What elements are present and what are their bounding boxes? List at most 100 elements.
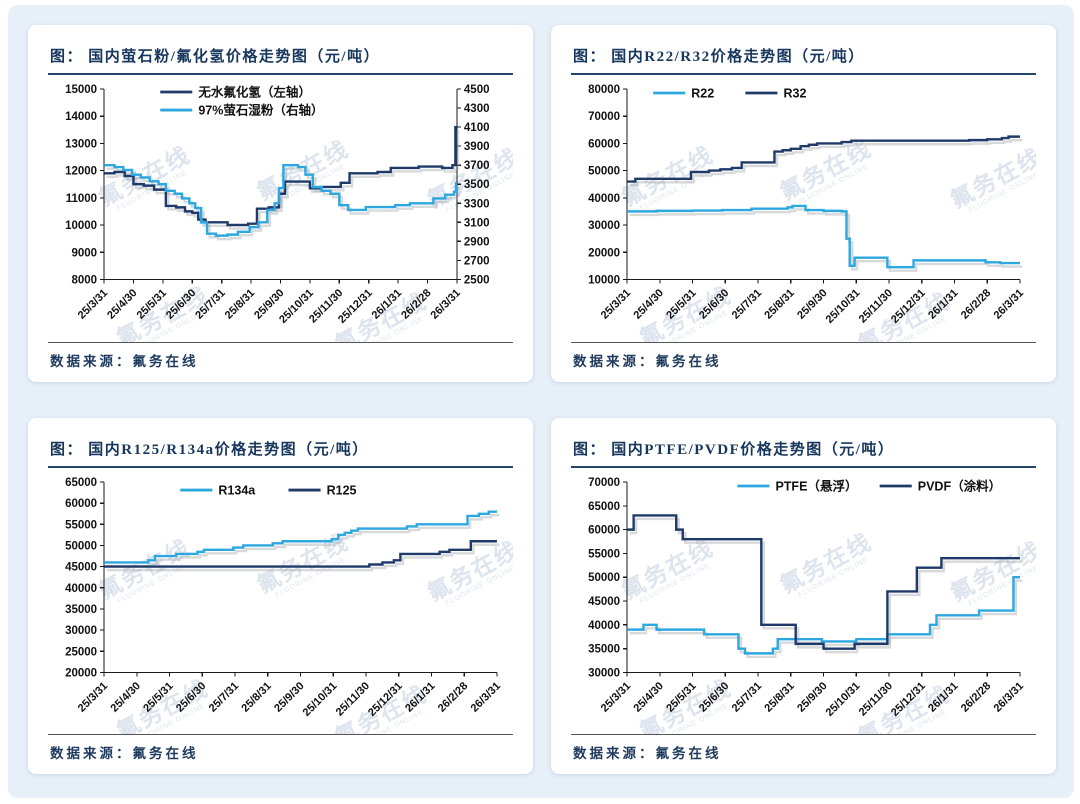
chart-grid: 图： 国内萤石粉/氟化氢价格走势图（元/吨） 氟务在线 FLUORINE ONLI… (28, 25, 1056, 775)
svg-text:26/2/28: 26/2/28 (959, 680, 993, 714)
chart-title: 图： 国内R22/R32价格走势图（元/吨） (571, 37, 1036, 75)
chart-title: 图： 国内PTFE/PVDF价格走势图（元/吨） (571, 430, 1036, 468)
svg-text:30000: 30000 (588, 667, 620, 679)
svg-text:45000: 45000 (65, 561, 97, 573)
chart-title-text: 图： 国内PTFE/PVDF价格走势图（元/吨） (573, 441, 895, 458)
svg-text:3300: 3300 (464, 198, 490, 210)
svg-text:60000: 60000 (65, 498, 97, 510)
svg-text:55000: 55000 (588, 548, 620, 560)
chart-title-text: 图： 国内萤石粉/氟化氢价格走势图（元/吨） (50, 49, 381, 65)
line-chart-fluorite-hf: 氟务在线 FLUORINE ONLINE 氟务在线 FLUORINE ONLINE 氟务… (48, 79, 513, 342)
series-shadow (629, 138, 1023, 187)
svg-text:50000: 50000 (588, 572, 620, 584)
chart-title-text: 图： 国内R22/R32价格走势图（元/吨） (573, 49, 865, 65)
svg-text:70000: 70000 (588, 477, 620, 489)
line-chart-r125-r134a: 氟务在线 FLUORINE ONLINE 氟务在线 FLUORINE ONLINE 氟务… (48, 472, 513, 735)
series-line (104, 163, 458, 237)
svg-text:40000: 40000 (588, 619, 620, 631)
svg-text:35000: 35000 (588, 643, 620, 655)
series-line (104, 510, 497, 564)
chart-title: 图： 国内萤石粉/氟化氢价格走势图（元/吨） (48, 37, 513, 75)
data-source-label: 数据来源：氟务在线 (50, 353, 199, 369)
svg-text:20000: 20000 (65, 667, 97, 679)
svg-text:25/3/31: 25/3/31 (76, 680, 110, 714)
data-source-row: 数据来源：氟务在线 (571, 341, 1036, 372)
legend-label: R125 (327, 483, 357, 497)
series-shadow (629, 517, 1023, 653)
svg-text:25/10/31: 25/10/31 (301, 680, 340, 719)
svg-text:70000: 70000 (588, 111, 620, 123)
svg-text:65000: 65000 (588, 500, 620, 512)
data-source-label: 数据来源：氟务在线 (50, 746, 199, 762)
svg-text:9000: 9000 (71, 247, 97, 259)
svg-text:26/3/31: 26/3/31 (992, 287, 1026, 321)
svg-text:2500: 2500 (464, 274, 490, 286)
svg-text:25/8/31: 25/8/31 (223, 287, 257, 321)
svg-text:25/3/31: 25/3/31 (599, 287, 633, 321)
series-shadow (106, 513, 500, 567)
card-r125-r134a: 图： 国内R125/R134a价格走势图（元/吨） 氟务在线 FLUORINE O… (28, 417, 533, 775)
svg-text:25/8/31: 25/8/31 (239, 680, 273, 714)
svg-text:50000: 50000 (588, 166, 620, 178)
series-line (627, 204, 1020, 269)
series-shadow (106, 167, 460, 241)
svg-text:8000: 8000 (71, 274, 97, 286)
svg-text:4100: 4100 (464, 122, 490, 134)
svg-text:26/3/31: 26/3/31 (429, 287, 463, 321)
axes (100, 480, 498, 677)
svg-text:10000: 10000 (588, 274, 620, 286)
svg-text:55000: 55000 (65, 519, 97, 531)
svg-text:25/3/31: 25/3/31 (76, 287, 110, 321)
legend-label: R32 (783, 87, 806, 101)
legend: R134a R125 (180, 483, 357, 497)
svg-text:26/2/28: 26/2/28 (959, 287, 993, 321)
svg-text:3700: 3700 (464, 160, 490, 172)
legend-label: R22 (691, 87, 714, 101)
svg-text:3500: 3500 (464, 179, 490, 191)
series-line (104, 539, 497, 568)
legend-label: 97%萤石湿粉（右轴） (198, 103, 323, 118)
svg-text:40000: 40000 (588, 193, 620, 205)
svg-text:26/3/31: 26/3/31 (469, 680, 503, 714)
svg-text:35000: 35000 (65, 604, 97, 616)
card-fluorite-hf: 图： 国内萤石粉/氟化氢价格走势图（元/吨） 氟务在线 FLUORINE ONLI… (28, 25, 533, 382)
data-source-label: 数据来源：氟务在线 (573, 746, 722, 762)
data-source-label: 数据来源：氟务在线 (573, 353, 722, 369)
legend: R22 R32 (653, 87, 806, 101)
svg-text:30000: 30000 (65, 625, 97, 637)
svg-text:25/3/31: 25/3/31 (599, 680, 633, 714)
series-line (627, 513, 1020, 650)
series-line (627, 135, 1020, 183)
legend-label: PTFE（悬浮） (775, 478, 857, 493)
svg-text:15000: 15000 (65, 84, 97, 96)
axes (623, 480, 1021, 677)
svg-text:60000: 60000 (588, 138, 620, 150)
legend: 无水氟化氢（左轴） 97%萤石湿粉（右轴） (160, 85, 324, 118)
svg-text:25000: 25000 (65, 646, 97, 658)
chart-title-text: 图： 国内R125/R134a价格走势图（元/吨） (50, 441, 369, 458)
svg-text:3100: 3100 (464, 217, 490, 229)
svg-text:25/8/31: 25/8/31 (762, 287, 796, 321)
svg-text:80000: 80000 (588, 84, 620, 96)
axes (623, 88, 1021, 284)
svg-text:4500: 4500 (464, 84, 490, 96)
series-shadow (629, 208, 1023, 272)
legend: PTFE（悬浮） PVDF（涂料） (737, 478, 1001, 493)
line-chart-ptfe-pvdf: 氟务在线 FLUORINE ONLINE 氟务在线 FLUORINE ONLINE 氟务… (571, 472, 1036, 735)
svg-text:4300: 4300 (464, 103, 490, 115)
svg-text:12000: 12000 (65, 166, 97, 178)
report-canvas: 图： 国内萤石粉/氟化氢价格走势图（元/吨） 氟务在线 FLUORINE ONLI… (8, 5, 1074, 798)
series-line (104, 125, 457, 227)
line-chart-r22-r32: 氟务在线 FLUORINE ONLINE 氟务在线 FLUORINE ONLINE 氟务… (571, 79, 1036, 342)
svg-text:13000: 13000 (65, 138, 97, 150)
svg-text:10000: 10000 (65, 220, 97, 232)
svg-text:65000: 65000 (65, 477, 97, 489)
svg-text:50000: 50000 (65, 540, 97, 552)
legend-label: 无水氟化氢（左轴） (197, 85, 311, 100)
legend-label: R134a (218, 483, 256, 497)
